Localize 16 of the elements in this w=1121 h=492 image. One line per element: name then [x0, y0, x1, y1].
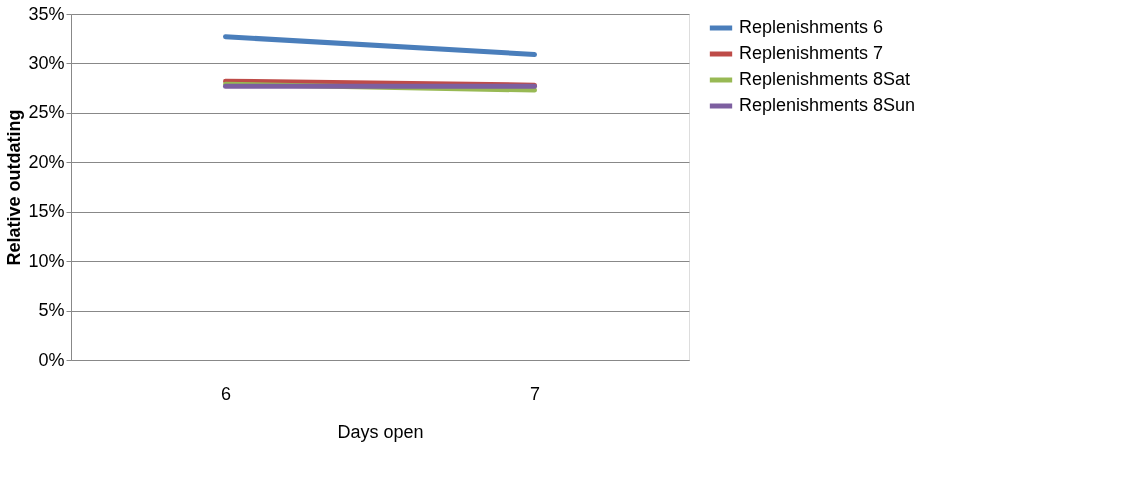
y-tick-label: 15%: [28, 201, 65, 222]
x-tick-label: 6: [220, 383, 232, 404]
y-tick-label: 25%: [28, 102, 65, 123]
x-axis-title: Days open: [337, 421, 424, 442]
legend-label: Replenishments 8Sat: [739, 69, 911, 89]
y-tick-label: 10%: [28, 250, 65, 271]
y-tick-label: 0%: [38, 349, 65, 370]
y-axis-title: Relative outdating: [4, 109, 25, 266]
y-tick-label: 30%: [28, 52, 65, 73]
y-tick-label: 5%: [38, 300, 65, 321]
legend-label: Replenishments 8Sun: [739, 95, 916, 115]
y-tick-label: 35%: [28, 3, 65, 24]
y-tick-label: 20%: [28, 151, 65, 172]
x-tick-label: 7: [529, 383, 541, 404]
legend-label: Replenishments 7: [739, 43, 884, 63]
legend-label: Replenishments 6: [739, 17, 884, 37]
